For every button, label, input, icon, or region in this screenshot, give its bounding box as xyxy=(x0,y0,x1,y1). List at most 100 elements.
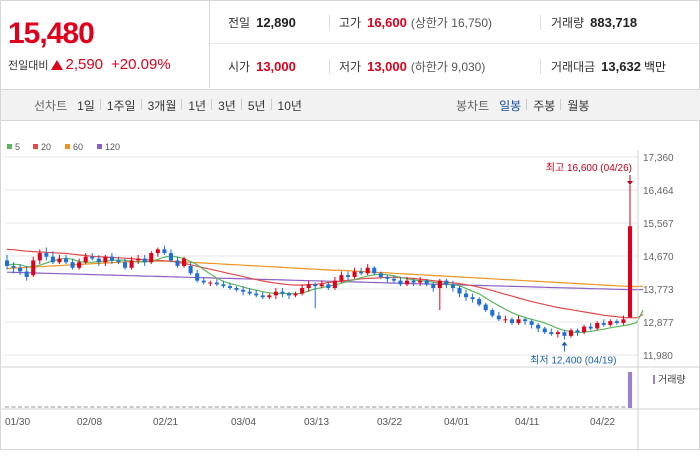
candle-body xyxy=(582,326,587,333)
volume-bar xyxy=(562,406,567,408)
volume-bar xyxy=(549,406,554,408)
candle-body xyxy=(595,322,600,329)
period-1y[interactable]: 1년 xyxy=(181,97,212,114)
period-10y[interactable]: 10년 xyxy=(270,97,308,114)
candle-body xyxy=(11,265,16,268)
volume-bar xyxy=(168,406,173,408)
period-1d[interactable]: 1일 xyxy=(77,98,95,113)
volume-bar xyxy=(24,406,29,408)
candle-weekly[interactable]: 주봉 xyxy=(526,97,561,114)
x-tick-label: 04/22 xyxy=(590,417,615,428)
candle-body xyxy=(365,267,370,274)
volume-bar xyxy=(470,406,475,408)
x-tick-label: 02/21 xyxy=(153,417,178,428)
grid xyxy=(5,156,638,356)
volume-bar xyxy=(234,406,239,408)
candle-body xyxy=(332,280,337,289)
candle-body xyxy=(31,260,36,276)
candle-body xyxy=(457,288,462,294)
high-price: 고가 16,600 (상한가 16,750) xyxy=(339,1,492,44)
volume-bar xyxy=(313,406,318,408)
period-3y[interactable]: 3년 xyxy=(211,97,242,114)
change-label: 전일대비 xyxy=(8,59,49,72)
candle-body xyxy=(155,249,160,254)
volume-bar xyxy=(136,406,141,408)
volume-bar xyxy=(63,406,69,408)
period-5y[interactable]: 5년 xyxy=(240,97,272,114)
candle-body xyxy=(96,258,101,263)
candle-body xyxy=(516,319,521,323)
candle-body xyxy=(83,256,88,263)
candle-body xyxy=(116,260,121,263)
volume-bar xyxy=(195,406,200,408)
candle-body xyxy=(162,249,167,254)
candle-body xyxy=(195,273,200,281)
volume-bar xyxy=(523,406,528,408)
volume: 거래량 883,718 xyxy=(551,1,637,44)
candle-body xyxy=(313,284,318,287)
volume-bar xyxy=(4,406,10,408)
divider xyxy=(540,59,541,74)
candle-body xyxy=(450,284,455,289)
volume-bar xyxy=(83,406,88,408)
candle-monthly[interactable]: 월봉 xyxy=(560,97,595,114)
ma20-line xyxy=(6,248,644,319)
volume-bar xyxy=(214,406,219,408)
x-tick-label: 03/04 xyxy=(231,417,256,428)
volume-bar xyxy=(404,406,410,408)
candle-body xyxy=(391,278,396,281)
volume-bar xyxy=(293,406,298,408)
y-tick-label: 14,670 xyxy=(643,252,674,263)
volume-label: 거래량 xyxy=(551,16,585,30)
period-3m[interactable]: 3개월 xyxy=(140,97,183,114)
candle-body xyxy=(490,310,495,316)
period-1w[interactable]: 1주일 xyxy=(99,97,142,114)
legend-swatch-120 xyxy=(97,144,102,149)
volume-bar xyxy=(483,406,488,408)
volume-bar xyxy=(96,406,101,408)
candle-chart-periods: 봉차트 일봉 주봉 월봉 xyxy=(456,90,595,120)
candle-body xyxy=(601,322,606,325)
ma-legend: 5 20 60 120 xyxy=(7,142,120,152)
legend-swatch-5 xyxy=(7,144,12,149)
candle-body xyxy=(627,226,633,318)
volume-bar xyxy=(129,406,134,408)
lower-limit: (하한가 9,030) xyxy=(410,60,486,74)
volume-bar xyxy=(365,406,370,408)
low-annotation: 최저 12,400 (04/19) xyxy=(530,355,616,367)
candle-body xyxy=(24,271,29,277)
candle-body xyxy=(444,280,449,285)
candle-chart-title: 봉차트 xyxy=(456,98,490,113)
y-tick-label: 13,773 xyxy=(643,285,674,296)
candle-daily[interactable]: 일봉 xyxy=(499,98,522,113)
volume-bar xyxy=(273,406,278,408)
x-tick-label: 01/30 xyxy=(5,417,30,428)
open-value: 13,000 xyxy=(256,59,296,74)
candle-body xyxy=(260,295,265,298)
candle-body xyxy=(424,280,429,285)
candle-body xyxy=(568,330,574,336)
low-arrow-icon xyxy=(561,341,568,346)
volume-bar xyxy=(359,406,364,408)
high-annotation: 최고 16,600 (04/26) xyxy=(546,162,632,174)
candle-body xyxy=(359,271,364,274)
volume-bar xyxy=(155,406,160,408)
volume-bar xyxy=(142,406,147,408)
candle-body xyxy=(142,258,147,263)
volume-bar xyxy=(398,406,403,408)
candle-body xyxy=(182,258,187,266)
y-tick-label: 12,877 xyxy=(643,318,674,329)
candlestick-chart[interactable]: 5 20 60 120 최고 16,600 (04/26) 최저 12,400 (04/… xyxy=(1,122,700,451)
candle-body xyxy=(136,258,141,261)
volume-bar xyxy=(116,406,121,408)
volume-bar xyxy=(536,406,541,408)
candle-body xyxy=(549,332,554,335)
candle-body xyxy=(123,262,128,268)
quote-grid: 전일 12,890 고가 16,600 (상한가 16,750) 거래량 883… xyxy=(210,1,700,88)
volume-bar xyxy=(575,406,580,408)
candle-body xyxy=(280,291,285,294)
volume-bar xyxy=(601,406,606,408)
candle-body xyxy=(477,299,482,305)
change-row: 전일대비 2,590 +20.09% xyxy=(8,56,171,73)
candle-body xyxy=(37,253,42,261)
